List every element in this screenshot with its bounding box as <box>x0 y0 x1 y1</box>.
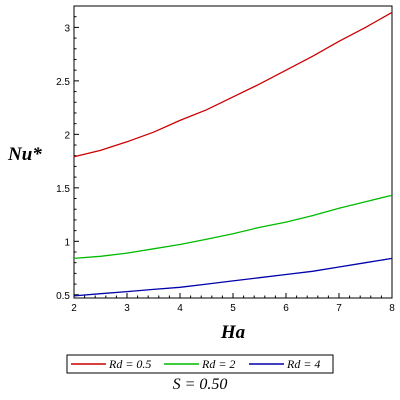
series-line-2 <box>73 257 393 297</box>
y-tick-label: 2.5 <box>56 77 70 88</box>
legend-box <box>66 354 334 374</box>
legend-label-rd-4: Rd = 4 <box>286 357 320 371</box>
legend-label-rd-2: Rd = 2 <box>201 357 235 371</box>
x-tick-label: 3 <box>124 303 130 314</box>
y-tick-label: 1.5 <box>56 184 70 195</box>
y-tick-label: 2 <box>64 130 70 141</box>
x-tick-label: 5 <box>230 303 236 314</box>
series-line-0 <box>73 11 393 158</box>
legend-label-rd-0-5: Rd = 0.5 <box>108 357 151 371</box>
x-tick-label: 4 <box>177 303 183 314</box>
x-axis-ticks: 2 3 4 5 6 7 8 <box>71 293 395 314</box>
series-lines <box>73 11 393 297</box>
series-line-1 <box>73 194 393 260</box>
x-axis-title: Ha <box>220 322 246 343</box>
y-axis-title: Nu* <box>7 144 42 165</box>
y-tick-label: 1 <box>64 237 70 248</box>
y-tick-label: 3 <box>64 23 70 34</box>
x-tick-label: 6 <box>283 303 289 314</box>
chart-caption: S = 0.50 <box>173 376 228 393</box>
y-axis-ticks: 0.5 1 1.5 2 2.5 3 <box>56 5 79 302</box>
legend: Rd = 0.5 Rd = 2 Rd = 4 <box>66 354 334 374</box>
x-tick-label: 2 <box>71 303 77 314</box>
x-tick-label: 8 <box>389 303 395 314</box>
x-tick-label: 7 <box>336 303 342 314</box>
y-tick-label: 0.5 <box>56 291 70 302</box>
